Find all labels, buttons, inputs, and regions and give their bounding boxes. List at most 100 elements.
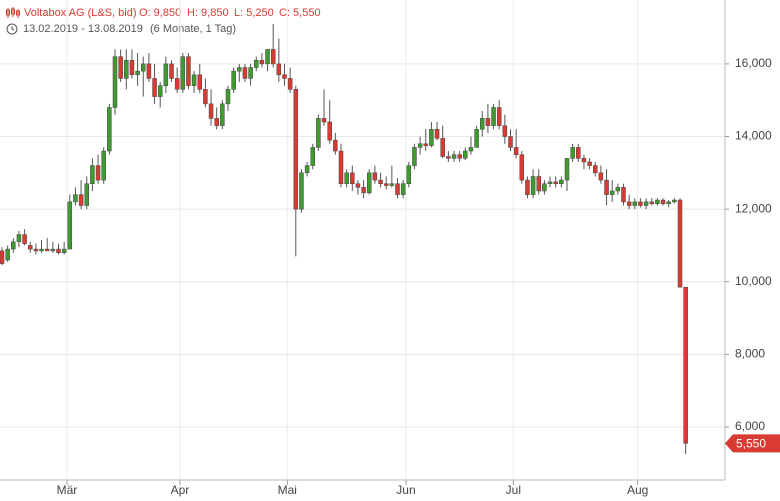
candle-body <box>480 118 485 130</box>
y-tick-label: 14,000 <box>735 129 772 143</box>
candle-body <box>434 129 440 139</box>
grid <box>0 0 725 480</box>
candle-body <box>604 179 609 195</box>
candle-body <box>327 121 332 141</box>
candle-body <box>417 143 423 148</box>
candle-body <box>186 56 191 86</box>
candle-body <box>525 179 530 195</box>
ohlc-high: H: 9,850 <box>187 7 229 19</box>
candle-body <box>361 187 366 194</box>
candle-body <box>169 63 174 79</box>
candle-body <box>56 248 61 253</box>
candle-body <box>95 165 101 181</box>
candle-body <box>293 89 299 210</box>
candle-body <box>310 147 315 166</box>
candle-body <box>451 154 457 159</box>
candle-body <box>39 248 44 252</box>
candle-body <box>378 179 383 184</box>
candle-body <box>383 183 389 186</box>
candle-body <box>372 172 378 181</box>
candle-body <box>299 172 304 210</box>
candle-body <box>214 118 219 126</box>
candle-body <box>496 107 502 126</box>
candle-body <box>242 67 248 79</box>
y-tick-label: 8,000 <box>735 347 765 361</box>
candle-body <box>101 150 106 181</box>
candle-body <box>638 201 643 206</box>
x-tick-label: Jun <box>396 483 415 497</box>
candle-body <box>231 70 236 90</box>
candle-body <box>400 183 406 195</box>
candle-body <box>463 150 468 159</box>
candle-body <box>191 74 197 86</box>
candle-body <box>513 147 519 155</box>
candle-body <box>282 74 287 79</box>
candle-body <box>304 165 310 174</box>
candle-body <box>107 107 112 152</box>
candle-body <box>355 183 361 188</box>
y-tick-label: 16,000 <box>735 56 772 70</box>
candle-body <box>197 74 202 90</box>
candle-body <box>11 241 16 250</box>
candle-body <box>649 201 654 204</box>
candle-body <box>146 63 152 79</box>
y-tick-label: 12,000 <box>735 201 772 215</box>
candle-body <box>321 118 327 123</box>
candle-body <box>129 60 135 76</box>
x-tick-label: Mär <box>57 483 78 497</box>
candle-body <box>609 190 615 195</box>
candle-body <box>61 248 67 253</box>
candle-body <box>84 183 89 206</box>
candle-body <box>254 60 259 68</box>
ohlc-close: C: 5,550 <box>279 7 321 19</box>
candle-body <box>412 147 417 166</box>
candle-body <box>536 176 541 192</box>
candle-body <box>519 154 525 181</box>
candle-body <box>423 143 428 146</box>
candle-body <box>225 89 231 105</box>
candle-body <box>344 172 349 184</box>
candle-body <box>33 248 39 252</box>
candle-body <box>429 129 434 146</box>
candle-body <box>78 194 84 206</box>
candle-body <box>135 70 140 76</box>
candle-body <box>547 181 553 184</box>
clock-icon <box>6 23 18 35</box>
candle-body <box>576 147 581 159</box>
candle-body <box>333 139 338 152</box>
candle-body <box>598 172 604 181</box>
candle-body <box>338 150 344 184</box>
candle-body <box>655 199 660 204</box>
candle-body <box>677 199 683 288</box>
candle-body <box>112 56 118 108</box>
candles <box>0 23 688 455</box>
candle-body <box>672 199 677 203</box>
candle-body <box>22 234 27 244</box>
y-tick-label: 6,000 <box>735 419 765 433</box>
ohlc-low: L: 5,250 <box>234 7 274 19</box>
candle-body <box>157 85 163 97</box>
candle-body <box>485 118 491 126</box>
candle-body <box>474 129 479 148</box>
candle-body <box>50 248 56 252</box>
candle-body <box>163 63 169 86</box>
candle-body <box>174 78 180 90</box>
y-tick-label: 10,000 <box>735 274 772 288</box>
candle-body <box>44 248 50 252</box>
candle-body <box>643 201 649 206</box>
candle-body <box>180 56 186 90</box>
candle-body <box>208 103 214 119</box>
candle-body <box>350 172 355 184</box>
candle-body <box>457 154 462 159</box>
date-range: 13.02.2019 - 13.08.2019 <box>23 23 143 35</box>
candle-body <box>570 147 575 159</box>
candle-body <box>16 234 22 243</box>
candle-body <box>666 201 671 204</box>
candle-body <box>559 179 564 184</box>
x-tick-label: Jul <box>506 483 521 497</box>
candle-body <box>621 187 626 203</box>
candle-body <box>259 60 265 65</box>
candle-body <box>542 183 547 192</box>
candle-body <box>276 63 282 76</box>
